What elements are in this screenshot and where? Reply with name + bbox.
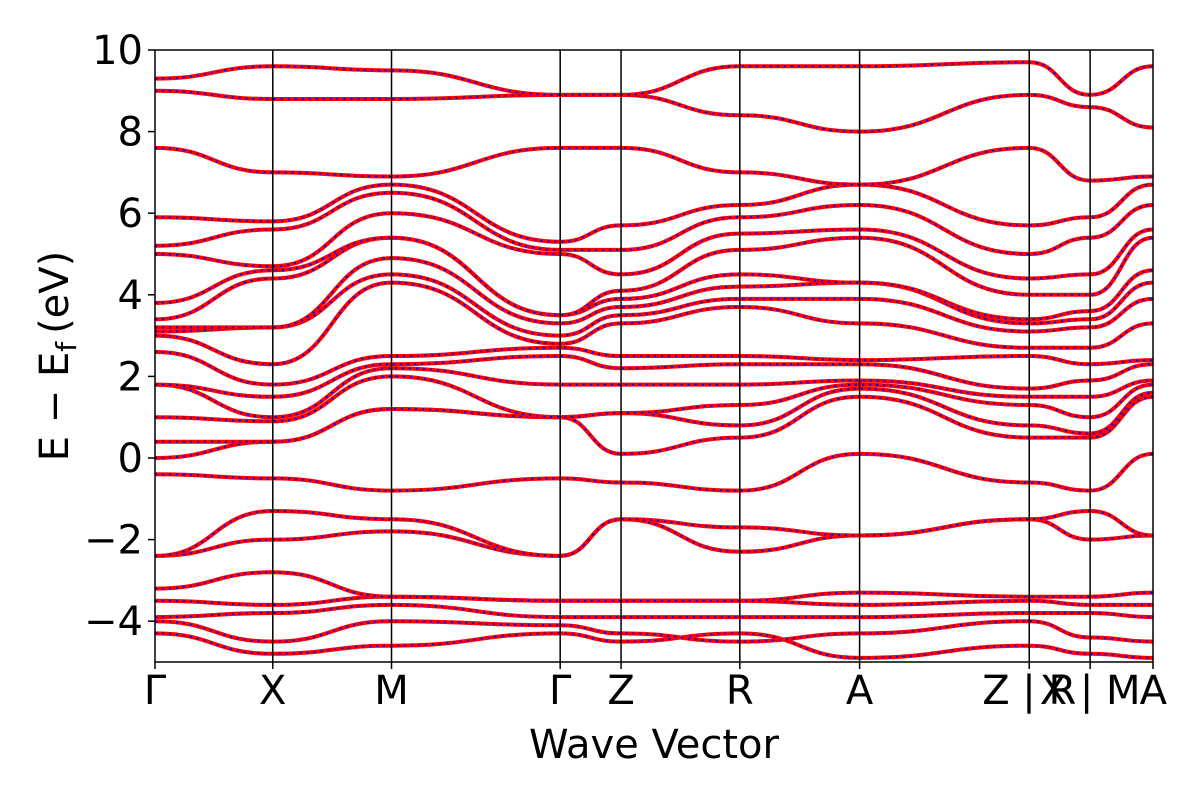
x-axis-label: Wave Vector: [529, 722, 780, 768]
x-tick-label: A: [1140, 668, 1168, 714]
band-line-blue-4: [155, 571, 1153, 602]
band-lines: [155, 60, 1153, 660]
band-line-red-22: [155, 145, 1153, 187]
band-line-blue-1: [155, 620, 1153, 643]
y-axis-label-subscript: f: [50, 341, 83, 352]
x-tick-label: Z: [607, 668, 634, 714]
x-tick-label: X: [259, 668, 286, 714]
y-tick-label: 10: [92, 28, 143, 74]
band-line-red-12: [155, 353, 1153, 399]
band-line-red-5: [155, 517, 1153, 558]
band-line-red-20: [155, 190, 1153, 257]
band-line-red-21: [155, 182, 1153, 244]
band-line-blue-8: [155, 395, 1153, 459]
x-tick-label: Z | R: [982, 668, 1076, 714]
x-tick-label: Γ: [144, 668, 167, 714]
band-line-blue-16: [155, 257, 1153, 329]
x-tick-label: X | M: [1040, 668, 1141, 714]
band-line-red-18: [155, 235, 1153, 318]
band-line-red-23: [155, 88, 1153, 134]
band-line-blue-7: [155, 452, 1153, 492]
band-line-blue-19: [155, 212, 1153, 280]
band-line-blue-21: [155, 183, 1153, 243]
band-line-blue-6: [155, 509, 1153, 557]
y-axis-label-main: E − E: [32, 352, 78, 462]
y-tick-label: 0: [118, 436, 143, 482]
band-line-blue-10: [155, 375, 1153, 423]
y-axis-label-unit: (eV): [32, 251, 78, 334]
band-line-red-6: [155, 508, 1153, 558]
band-line-red-2: [155, 602, 1153, 620]
band-line-red-24: [155, 60, 1153, 97]
band-line-blue-9: [155, 387, 1153, 443]
y-tick-label: 8: [118, 110, 143, 156]
y-tick-label: −2: [84, 518, 143, 564]
band-line-red-15: [155, 272, 1153, 338]
x-tick-label: M: [374, 668, 409, 714]
y-tick-label: 6: [118, 191, 143, 237]
y-tick-label: 4: [118, 273, 143, 319]
band-line-blue-17: [155, 236, 1153, 321]
band-line-blue-22: [155, 146, 1153, 186]
band-line-blue-13: [155, 346, 1153, 386]
y-axis-ticks: −4 −2 0 2 4 6 8 10: [84, 28, 155, 645]
y-tick-label: −4: [84, 599, 143, 645]
y-tick-label: 2: [118, 354, 143, 400]
x-tick-label: R: [726, 668, 754, 714]
x-tick-label: Γ: [549, 668, 572, 714]
band-line-red-7: [155, 451, 1153, 493]
x-tick-label: A: [846, 668, 874, 714]
plot-frame: [154, 49, 1154, 663]
band-line-blue-14: [155, 281, 1153, 366]
y-axis-label: E − Ef (eV): [32, 251, 83, 462]
kpoint-divider-lines: [272, 50, 1091, 662]
